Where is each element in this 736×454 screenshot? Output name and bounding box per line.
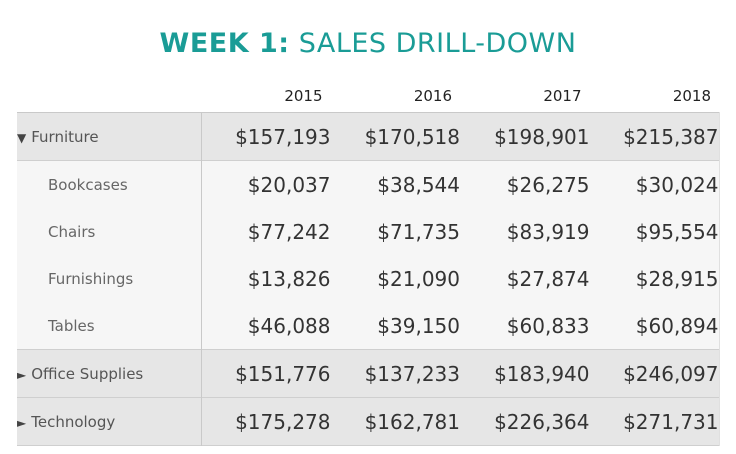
header-row: 2015 2016 2017 2018 — [17, 79, 719, 113]
value-cell: $151,776 — [235, 361, 331, 386]
value-cell: $226,364 — [494, 409, 590, 434]
value-cell: $198,901 — [494, 124, 590, 149]
triangle-down-icon[interactable]: ▼ — [17, 130, 27, 145]
value-cell: $183,940 — [494, 361, 590, 386]
triangle-right-icon[interactable]: ► — [17, 367, 27, 382]
row-label: Chairs — [48, 222, 96, 241]
column-header: 2017 — [543, 86, 582, 105]
row-label: Tables — [48, 316, 95, 335]
category-row[interactable]: ► Office Supplies $151,776 $137,233 $183,940… — [17, 349, 720, 398]
value-cell: $175,278 — [235, 409, 331, 434]
value-cell: $157,193 — [235, 124, 331, 149]
row-label-cell: Tables — [17, 302, 202, 350]
subcategory-row: Bookcases $20,037 $38,544 $26,275 $30,024 — [17, 160, 720, 208]
header-corner — [17, 79, 201, 113]
value-cell: $246,097 — [589, 349, 720, 398]
column-header: 2015 — [284, 86, 323, 105]
row-label-cell: Chairs — [17, 208, 202, 255]
value-cell: $38,544 — [377, 172, 460, 197]
subcategory-row: Tables $46,088 $39,150 $60,833 $60,894 — [17, 302, 720, 350]
category-row[interactable]: ▼ Furniture $157,193 $170,518 $198,901 $215,3… — [17, 112, 720, 161]
value-cell: $137,233 — [364, 361, 460, 386]
value-cell: $30,024 — [589, 160, 720, 208]
value-cell: $60,894 — [589, 302, 720, 350]
category-row[interactable]: ► Technology $175,278 $162,781 $226,364 $271,… — [17, 397, 720, 446]
column-header: 2018 — [672, 86, 711, 105]
table-body: ▼ Furniture $157,193 $170,518 $198,901 $215,3… — [17, 112, 720, 446]
subcategory-row: Chairs $77,242 $71,735 $83,919 $95,554 — [17, 208, 720, 255]
sales-table: 2015 2016 2017 2018 ▼ Furniture $157,193 $1… — [17, 79, 720, 446]
title-bold: WEEK 1: — [159, 28, 290, 59]
value-cell: $39,150 — [377, 313, 460, 338]
row-label: Office Supplies — [31, 364, 144, 383]
value-cell: $60,833 — [506, 313, 590, 338]
value-cell: $95,554 — [589, 208, 720, 255]
value-cell: $21,090 — [377, 266, 460, 291]
row-label-cell[interactable]: ▼ Furniture — [17, 112, 202, 161]
value-cell: $162,781 — [364, 409, 460, 434]
row-label-cell[interactable]: ► Technology — [17, 397, 202, 446]
value-cell: $28,915 — [589, 255, 720, 302]
triangle-right-icon[interactable]: ► — [17, 415, 27, 430]
column-header: 2016 — [413, 86, 452, 105]
chart-title: WEEK 1: SALES DRILL-DOWN — [0, 28, 736, 59]
value-cell: $271,731 — [589, 397, 720, 446]
value-cell: $77,242 — [247, 219, 331, 244]
value-cell: $215,387 — [589, 112, 720, 161]
value-cell: $83,919 — [506, 219, 590, 244]
value-cell: $27,874 — [506, 266, 590, 291]
value-cell: $13,826 — [247, 266, 331, 291]
value-cell: $71,735 — [377, 219, 460, 244]
row-label: Furniture — [31, 127, 99, 146]
row-label-cell: Bookcases — [17, 160, 202, 208]
row-label-cell[interactable]: ► Office Supplies — [17, 349, 202, 398]
row-label-cell: Furnishings — [17, 255, 202, 302]
row-label: Furnishings — [48, 269, 134, 288]
title-light: SALES DRILL-DOWN — [298, 28, 577, 59]
row-label: Technology — [31, 412, 116, 431]
value-cell: $46,088 — [247, 313, 331, 338]
value-cell: $170,518 — [364, 124, 460, 149]
row-label: Bookcases — [48, 175, 128, 194]
value-cell: $20,037 — [247, 172, 331, 197]
value-cell: $26,275 — [506, 172, 590, 197]
subcategory-row: Furnishings $13,826 $21,090 $27,874 $28,915 — [17, 255, 720, 302]
